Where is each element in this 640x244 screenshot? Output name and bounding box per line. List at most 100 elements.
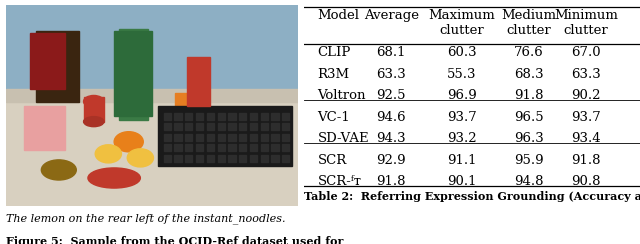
Ellipse shape xyxy=(84,95,104,108)
Text: 76.6: 76.6 xyxy=(515,46,544,59)
Text: Model: Model xyxy=(317,9,360,21)
Bar xyxy=(228,113,236,120)
Bar xyxy=(196,113,204,120)
Bar xyxy=(228,144,236,152)
Text: 55.3: 55.3 xyxy=(447,68,477,81)
Bar xyxy=(164,144,171,152)
Polygon shape xyxy=(158,105,292,166)
Bar xyxy=(175,123,182,131)
Text: 91.8: 91.8 xyxy=(515,89,544,102)
Bar xyxy=(185,134,193,141)
Bar xyxy=(228,123,236,131)
Bar xyxy=(218,123,225,131)
Bar xyxy=(185,144,193,152)
Bar xyxy=(271,134,278,141)
Bar xyxy=(6,5,298,95)
Text: 96.3: 96.3 xyxy=(515,132,544,145)
Text: 91.1: 91.1 xyxy=(447,154,477,167)
Bar xyxy=(196,155,204,162)
Text: SCR-ᶠᴛ: SCR-ᶠᴛ xyxy=(317,175,362,188)
Text: 94.3: 94.3 xyxy=(376,132,406,145)
Ellipse shape xyxy=(88,168,140,188)
Bar xyxy=(239,155,246,162)
Bar xyxy=(164,113,171,120)
Bar xyxy=(185,113,193,120)
Bar xyxy=(250,123,257,131)
Bar xyxy=(260,113,268,120)
Text: 96.9: 96.9 xyxy=(447,89,477,102)
Bar xyxy=(260,134,268,141)
Bar xyxy=(6,92,298,206)
Ellipse shape xyxy=(114,132,143,152)
Bar xyxy=(218,155,225,162)
Bar xyxy=(175,155,182,162)
Text: 68.1: 68.1 xyxy=(376,46,406,59)
Text: 91.8: 91.8 xyxy=(376,175,406,188)
Bar xyxy=(187,57,211,105)
Ellipse shape xyxy=(95,145,122,163)
Text: Figure 5:  Sample from the OCID-Ref dataset used for: Figure 5: Sample from the OCID-Ref datas… xyxy=(6,236,344,244)
Text: 94.8: 94.8 xyxy=(515,175,544,188)
Bar xyxy=(6,89,298,102)
Text: Minimum
clutter: Minimum clutter xyxy=(554,9,618,37)
Bar xyxy=(164,134,171,141)
Bar xyxy=(24,105,65,150)
Bar xyxy=(36,31,79,102)
Bar xyxy=(185,155,193,162)
Text: 92.9: 92.9 xyxy=(376,154,406,167)
Bar xyxy=(250,134,257,141)
Bar xyxy=(250,113,257,120)
Text: 90.1: 90.1 xyxy=(447,175,477,188)
Bar xyxy=(207,134,214,141)
Text: Table 2:  Referring Expression Grounding (Accuracy at: Table 2: Referring Expression Grounding … xyxy=(304,191,640,202)
Bar xyxy=(271,113,278,120)
Bar xyxy=(239,144,246,152)
Text: SCR: SCR xyxy=(317,154,347,167)
Bar xyxy=(271,144,278,152)
Bar xyxy=(282,155,289,162)
Bar xyxy=(175,113,182,120)
Text: 90.2: 90.2 xyxy=(572,89,601,102)
Bar xyxy=(175,134,182,141)
Bar xyxy=(84,97,104,122)
Bar xyxy=(250,144,257,152)
Bar xyxy=(218,144,225,152)
Bar xyxy=(196,134,204,141)
Bar xyxy=(218,113,225,120)
Bar xyxy=(185,123,193,131)
Bar xyxy=(207,113,214,120)
Bar xyxy=(282,113,289,120)
Bar xyxy=(29,33,65,89)
Bar xyxy=(196,144,204,152)
Bar xyxy=(228,134,236,141)
Bar xyxy=(282,144,289,152)
Bar xyxy=(207,144,214,152)
Bar xyxy=(239,134,246,141)
Text: SD-VAE: SD-VAE xyxy=(317,132,369,145)
Text: Voltron: Voltron xyxy=(317,89,366,102)
Ellipse shape xyxy=(42,160,76,180)
Text: 90.8: 90.8 xyxy=(572,175,601,188)
Text: 91.8: 91.8 xyxy=(572,154,601,167)
Text: Medium
clutter: Medium clutter xyxy=(502,9,557,37)
Bar xyxy=(218,134,225,141)
Bar xyxy=(164,123,171,131)
Bar xyxy=(175,144,182,152)
Text: 93.4: 93.4 xyxy=(572,132,601,145)
Text: 93.7: 93.7 xyxy=(447,111,477,124)
Bar xyxy=(207,155,214,162)
Text: 63.3: 63.3 xyxy=(572,68,601,81)
Text: 93.2: 93.2 xyxy=(447,132,477,145)
Text: 96.5: 96.5 xyxy=(515,111,544,124)
Ellipse shape xyxy=(127,149,154,167)
Bar xyxy=(250,155,257,162)
Bar xyxy=(196,123,204,131)
Bar xyxy=(164,155,171,162)
Text: The lemon on the rear left of the instant_noodles.: The lemon on the rear left of the instan… xyxy=(6,213,286,224)
Text: R3M: R3M xyxy=(317,68,349,81)
Ellipse shape xyxy=(84,117,104,127)
Bar xyxy=(260,155,268,162)
Bar xyxy=(239,113,246,120)
Text: Average: Average xyxy=(364,9,419,21)
Bar xyxy=(239,123,246,131)
